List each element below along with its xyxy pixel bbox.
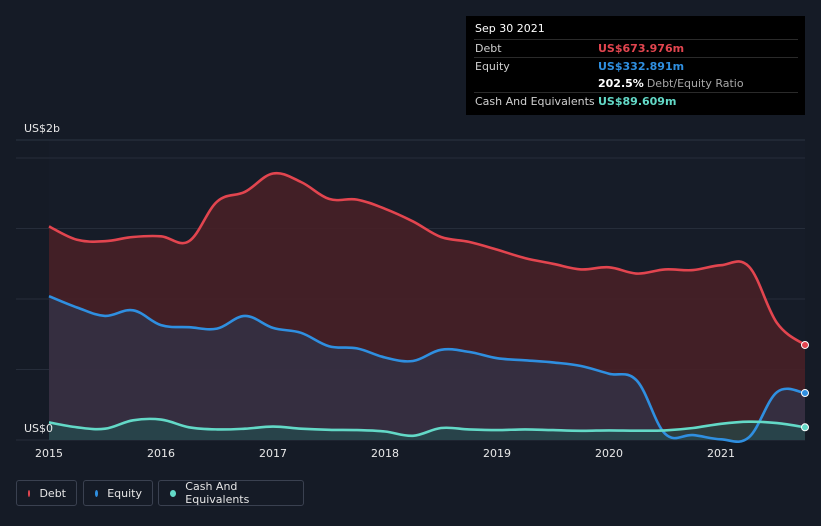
tooltip-cash-label: Cash And Equivalents [475,95,595,108]
x-tick-2020: 2020 [595,447,623,460]
tooltip-row-ratio: 202.5% Debt/Equity Ratio [474,75,798,92]
equity-area [49,296,805,442]
x-tick-2015: 2015 [35,447,63,460]
x-tick-2016: 2016 [147,447,175,460]
y-axis-top-label: US$2b [24,122,60,135]
tooltip-cash-value: US$89.609m [598,95,677,108]
y-axis-bottom-label: US$0 [24,422,53,435]
series-lines [48,171,806,444]
cash-line [48,417,806,438]
tooltip-ratio-label: Debt/Equity Ratio [646,77,744,90]
x-tick-2021: 2021 [707,447,735,460]
legend-debt-label: Debt [39,486,66,500]
end-markers [801,340,809,432]
tooltip-debt-value: US$673.976m [598,42,685,55]
x-axis-ticks: 2015 2016 2017 2018 2019 2020 2021 [35,447,735,460]
legend-item-cash[interactable]: Cash And Equivalents [158,480,304,506]
tooltip-row-debt: Debt US$673.976m [474,39,798,57]
cash-legend-dot-icon [170,489,177,497]
tooltip-date: Sep 30 2021 [475,22,545,35]
tooltip-row-equity: Equity US$332.891m [474,57,798,75]
equity-legend-dot-icon [95,489,99,497]
legend-equity-label: Equity [107,486,142,500]
legend-item-equity[interactable]: Equity [83,480,153,506]
equity-line [48,294,806,444]
x-tick-2017: 2017 [259,447,287,460]
cash-area [49,418,805,440]
legend-cash-label: Cash And Equivalents [185,480,250,506]
tooltip-panel: Sep 30 2021 Debt US$673.976m Equity US$3… [466,16,805,115]
x-tick-2018: 2018 [371,447,399,460]
tooltip-equity-label: Equity [475,60,510,73]
cash-end-marker [801,423,809,432]
tooltip-row-cash: Cash And Equivalents US$89.609m [474,92,798,110]
debt-legend-dot-icon [28,489,31,497]
legend-item-debt[interactable]: Debt [16,480,77,506]
equity-end-marker [801,389,809,398]
tooltip-ratio-value: 202.5% [598,77,644,90]
x-tick-2019: 2019 [483,447,511,460]
tooltip-debt-label: Debt [475,42,502,55]
debt-end-marker [801,340,809,349]
debt-line [48,171,806,347]
tooltip-equity-value: US$332.891m [598,60,685,73]
